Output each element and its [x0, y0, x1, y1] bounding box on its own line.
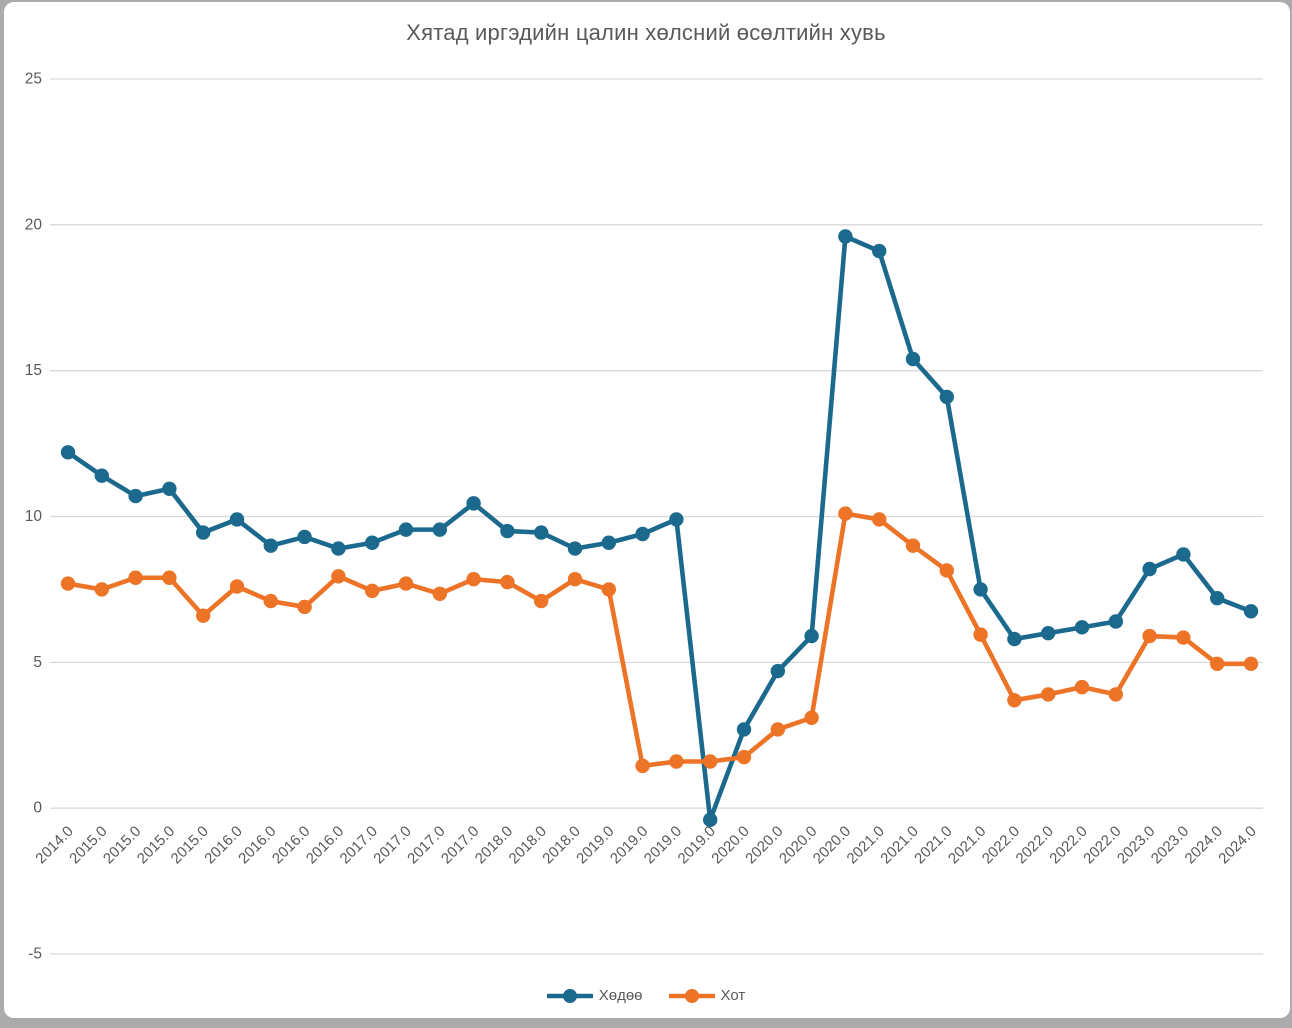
series-hodoo-point	[635, 526, 650, 542]
legend-label-hodoo: Хөдөө	[598, 987, 643, 1004]
series-hot-point	[703, 754, 718, 769]
series-hodoo-point	[365, 535, 380, 550]
series-hot-point	[1176, 630, 1191, 645]
series-hodoo-point	[534, 525, 549, 540]
series-hodoo-point	[905, 351, 921, 367]
y-axis-tick-label: 0	[33, 800, 42, 817]
series-hodoo-point	[432, 522, 447, 537]
series-hot-point	[297, 599, 312, 615]
chart-legend: Хөдөө Хот	[0, 987, 1292, 1004]
series-hodoo-point	[500, 523, 515, 539]
legend-dot-hot	[684, 988, 699, 1003]
series-hodoo-point	[1041, 625, 1056, 641]
chart-title: Хятад иргэдийн цалин хөлсний өсөлтийн ху…	[406, 20, 886, 45]
y-axis-tick-label: -5	[28, 946, 42, 963]
series-hodoo-point	[466, 496, 481, 511]
series-hot-point	[534, 593, 549, 609]
legend-item-hodoo[interactable]: Хөдөө	[546, 987, 643, 1004]
series-hot-point	[1074, 679, 1090, 695]
series-hot-point	[466, 572, 481, 587]
series-hodoo-point	[703, 812, 718, 828]
legend-dot-hodoo	[562, 988, 577, 1003]
x-axis-tick-label: 2024.0	[1215, 823, 1259, 867]
legend-marker-hot	[668, 988, 715, 1003]
chart-card	[4, 2, 1290, 1018]
series-hodoo-point	[567, 541, 583, 556]
series-hot-point	[398, 576, 414, 591]
series-hodoo-point	[872, 243, 887, 259]
series-hot-point	[60, 576, 76, 591]
series-hodoo-point	[804, 628, 819, 644]
series-hodoo-point	[973, 582, 988, 597]
series-hot-point	[973, 627, 988, 642]
series-hodoo-point	[94, 468, 110, 483]
series-hodoo-point	[1007, 631, 1022, 647]
series-hot-point	[365, 583, 380, 599]
series-hot-point	[939, 563, 954, 578]
legend-item-hot[interactable]: Хот	[668, 987, 746, 1004]
series-hodoo-point	[1210, 590, 1225, 606]
y-axis-tick-label: 15	[25, 362, 42, 379]
series-hodoo-point	[939, 389, 954, 405]
series-hot-point	[601, 582, 616, 597]
series-hot-point	[1210, 656, 1225, 671]
series-hot-point	[1108, 687, 1124, 702]
series-hodoo-point	[128, 488, 143, 504]
series-hodoo-point	[229, 512, 245, 527]
series-hot-point	[804, 710, 819, 725]
legend-label-hot: Хот	[720, 987, 746, 1004]
series-hot-point	[1243, 656, 1259, 671]
series-hot-point	[500, 574, 515, 590]
series-hot-line	[65, 511, 1254, 769]
series-hot-point	[567, 572, 583, 587]
legend-marker-hodoo	[546, 988, 593, 1003]
series-hot-point	[196, 608, 211, 623]
series-hodoo-point	[1074, 620, 1090, 635]
series-hodoo-point	[1243, 604, 1259, 619]
series-hot-point	[872, 512, 887, 527]
series-hot-point	[635, 758, 650, 774]
series-hodoo-point	[263, 538, 278, 553]
series-hodoo-point	[196, 525, 211, 540]
series-hodoo-point	[838, 229, 853, 244]
series-hot-point	[128, 570, 143, 585]
y-axis-tick-label: 25	[25, 71, 42, 88]
series-hodoo-point	[669, 512, 684, 527]
y-axis-tick-label: 10	[25, 508, 43, 525]
series-hodoo-point	[736, 722, 752, 737]
series-hodoo-point	[398, 522, 414, 537]
series-hot-point	[838, 506, 853, 521]
series-hot-point	[669, 754, 684, 769]
series-hodoo-point	[162, 481, 177, 496]
series-hodoo-point	[331, 541, 346, 556]
series-hodoo-point	[601, 535, 616, 550]
series-hodoo-point	[1142, 561, 1157, 577]
series-hot-point	[1007, 693, 1022, 708]
series-hot-point	[1041, 687, 1056, 702]
series-hodoo-point	[770, 663, 785, 679]
series-hot-point	[905, 538, 921, 553]
series-hot-point	[94, 582, 110, 597]
series-hodoo-point	[297, 529, 312, 545]
series-hot-point	[162, 570, 177, 585]
series-hot-point	[770, 722, 785, 737]
y-axis-tick-label: 5	[33, 654, 42, 671]
series-hot-point	[432, 586, 447, 601]
series-hodoo-line	[65, 234, 1254, 823]
series-hot-point	[331, 569, 346, 584]
series-hot-point	[229, 579, 245, 594]
series-hodoo-point	[1176, 547, 1191, 562]
series-hodoo-point	[60, 445, 76, 460]
series-hot-point	[736, 749, 752, 765]
series-hodoo-point	[1108, 614, 1124, 629]
series-hot-point	[263, 593, 278, 609]
series-hot-point	[1142, 628, 1157, 644]
y-axis-tick-label: 20	[25, 216, 43, 233]
